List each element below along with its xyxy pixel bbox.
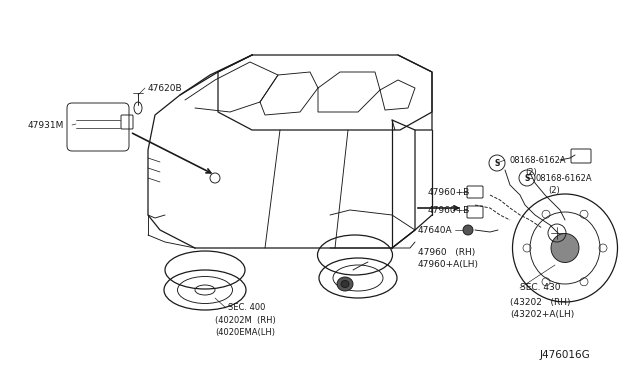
Text: (4020EMA(LH): (4020EMA(LH)	[215, 327, 275, 337]
Text: SEC. 400: SEC. 400	[228, 304, 266, 312]
Text: 47960+B: 47960+B	[428, 187, 470, 196]
Ellipse shape	[551, 234, 579, 263]
Text: 47620B: 47620B	[148, 83, 182, 93]
Text: (43202+A(LH): (43202+A(LH)	[510, 311, 574, 320]
Text: J476016G: J476016G	[540, 350, 591, 360]
Text: S: S	[494, 158, 500, 167]
Text: 08168-6162A: 08168-6162A	[510, 155, 566, 164]
Text: 47960   (RH): 47960 (RH)	[418, 247, 476, 257]
Text: (40202M  (RH): (40202M (RH)	[215, 315, 276, 324]
Text: 47960+B: 47960+B	[428, 205, 470, 215]
Text: (2): (2)	[548, 186, 560, 195]
Text: (43202   (RH): (43202 (RH)	[510, 298, 570, 307]
Ellipse shape	[337, 277, 353, 291]
Text: 08168-6162A: 08168-6162A	[535, 173, 591, 183]
Text: S: S	[524, 173, 530, 183]
Ellipse shape	[341, 280, 349, 288]
Text: 47931M: 47931M	[28, 121, 65, 129]
Text: 47640A: 47640A	[418, 225, 452, 234]
Text: 47960+A(LH): 47960+A(LH)	[418, 260, 479, 269]
Text: SEC. 430: SEC. 430	[520, 283, 561, 292]
Ellipse shape	[463, 225, 473, 235]
Text: (2): (2)	[525, 167, 537, 176]
